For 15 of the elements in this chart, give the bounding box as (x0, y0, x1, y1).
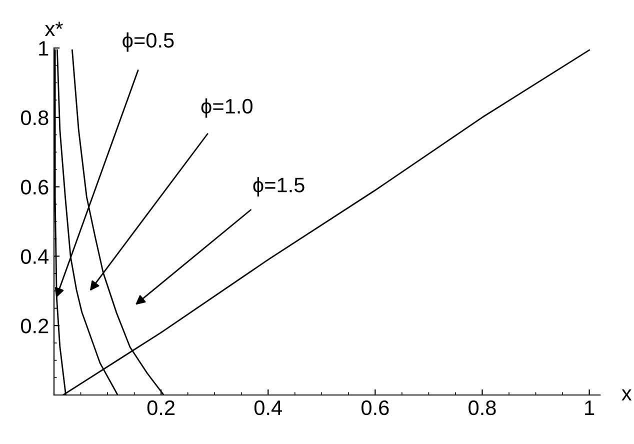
x-tick-label: 0.4 (254, 400, 282, 416)
x-tick-label: 0.6 (362, 400, 389, 416)
y-tick-label: 1 (39, 41, 48, 56)
y-tick-label: 0.4 (20, 249, 49, 264)
y-tick-label: 0.8 (20, 110, 48, 126)
x-tick-label: 0.2 (147, 400, 174, 416)
y-tick-label: 0.6 (20, 180, 48, 195)
y-axis-title: x* (44, 22, 63, 36)
x-tick-label: 0.8 (468, 400, 496, 416)
x-tick-label: 1 (585, 400, 594, 415)
text: ϕ=1.0 (201, 98, 252, 118)
text: ϕ=1.5 (253, 177, 304, 197)
text: ϕ=0.5 (122, 32, 174, 52)
x-axis-title: x (622, 389, 632, 400)
y-tick-label: 0.2 (20, 318, 48, 334)
